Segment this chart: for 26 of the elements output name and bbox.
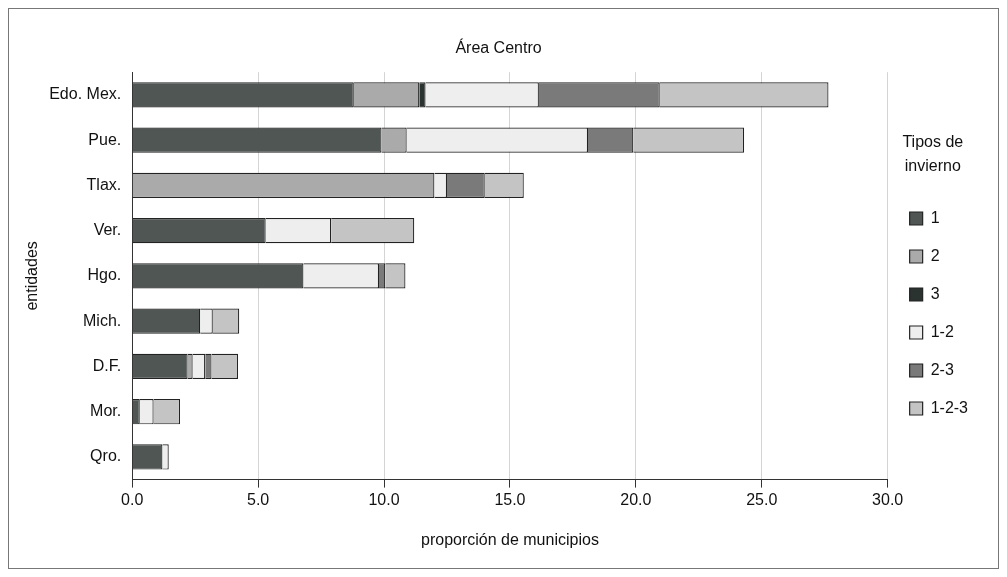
x-axis-title: proporción de municipios xyxy=(421,530,599,548)
y-tick-label: Tlax. xyxy=(86,175,122,193)
x-tick-label: 20.0 xyxy=(620,490,652,508)
x-tick-label: 0.0 xyxy=(121,490,144,508)
x-tick-label: 10.0 xyxy=(368,490,400,508)
legend-label: 1 xyxy=(930,208,940,226)
y-tick-label: D.F. xyxy=(92,356,122,374)
legend-label: 3 xyxy=(930,284,940,302)
y-axis-title: entidades xyxy=(23,241,41,311)
y-tick-label: Pue. xyxy=(88,130,122,148)
x-tick-label: 25.0 xyxy=(746,490,778,508)
legend-label: 2 xyxy=(930,246,940,264)
x-tick-label: 15.0 xyxy=(494,490,526,508)
x-tick-label: 5.0 xyxy=(247,490,270,508)
y-tick-label: Hgo. xyxy=(87,266,122,284)
chart-title: Área Centro xyxy=(455,38,542,57)
y-tick-label: Edo. Mex. xyxy=(49,85,122,103)
legend-label: 1-2 xyxy=(930,322,954,340)
y-tick-label: Ver. xyxy=(93,221,122,239)
x-tick-label: 30.0 xyxy=(872,490,904,508)
legend-title: Tipos de invierno xyxy=(902,132,964,174)
y-tick-label: Mor. xyxy=(90,402,122,420)
y-tick-label: Mich. xyxy=(83,311,122,329)
legend-label: 2-3 xyxy=(930,360,954,378)
y-tick-label: Qro. xyxy=(90,447,122,465)
legend-label: 1-2-3 xyxy=(930,398,969,416)
